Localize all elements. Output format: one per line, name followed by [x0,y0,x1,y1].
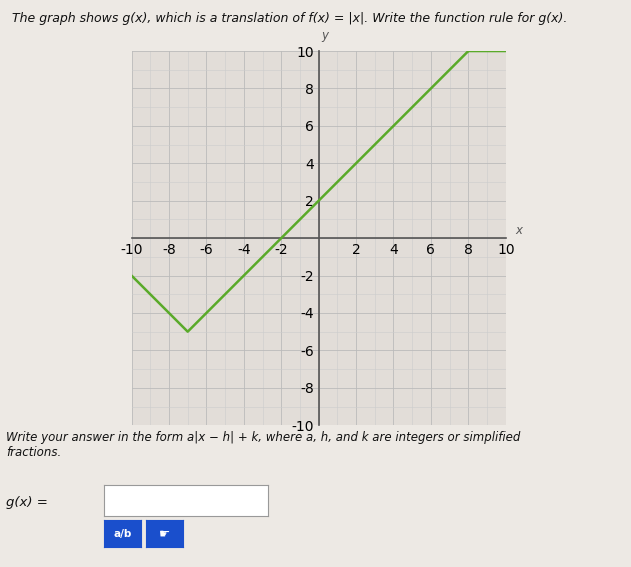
Text: x: x [515,224,522,237]
Text: y: y [322,29,329,42]
Text: g(x) =: g(x) = [6,496,48,509]
Text: Write your answer in the form a|x − h| + k, where a, h, and k are integers or si: Write your answer in the form a|x − h| +… [6,431,521,459]
Text: ☛: ☛ [159,527,170,540]
Text: a/b: a/b [113,528,132,539]
Text: The graph shows g(x), which is a translation of f(x) = |x|. Write the function r: The graph shows g(x), which is a transla… [13,12,568,25]
